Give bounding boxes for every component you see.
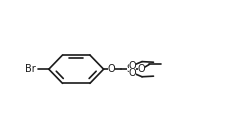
Text: O: O xyxy=(128,61,136,71)
Text: Si: Si xyxy=(126,64,135,74)
Text: O: O xyxy=(128,68,136,78)
Text: Br: Br xyxy=(25,64,35,74)
Text: O: O xyxy=(107,64,115,74)
Text: O: O xyxy=(137,64,145,74)
